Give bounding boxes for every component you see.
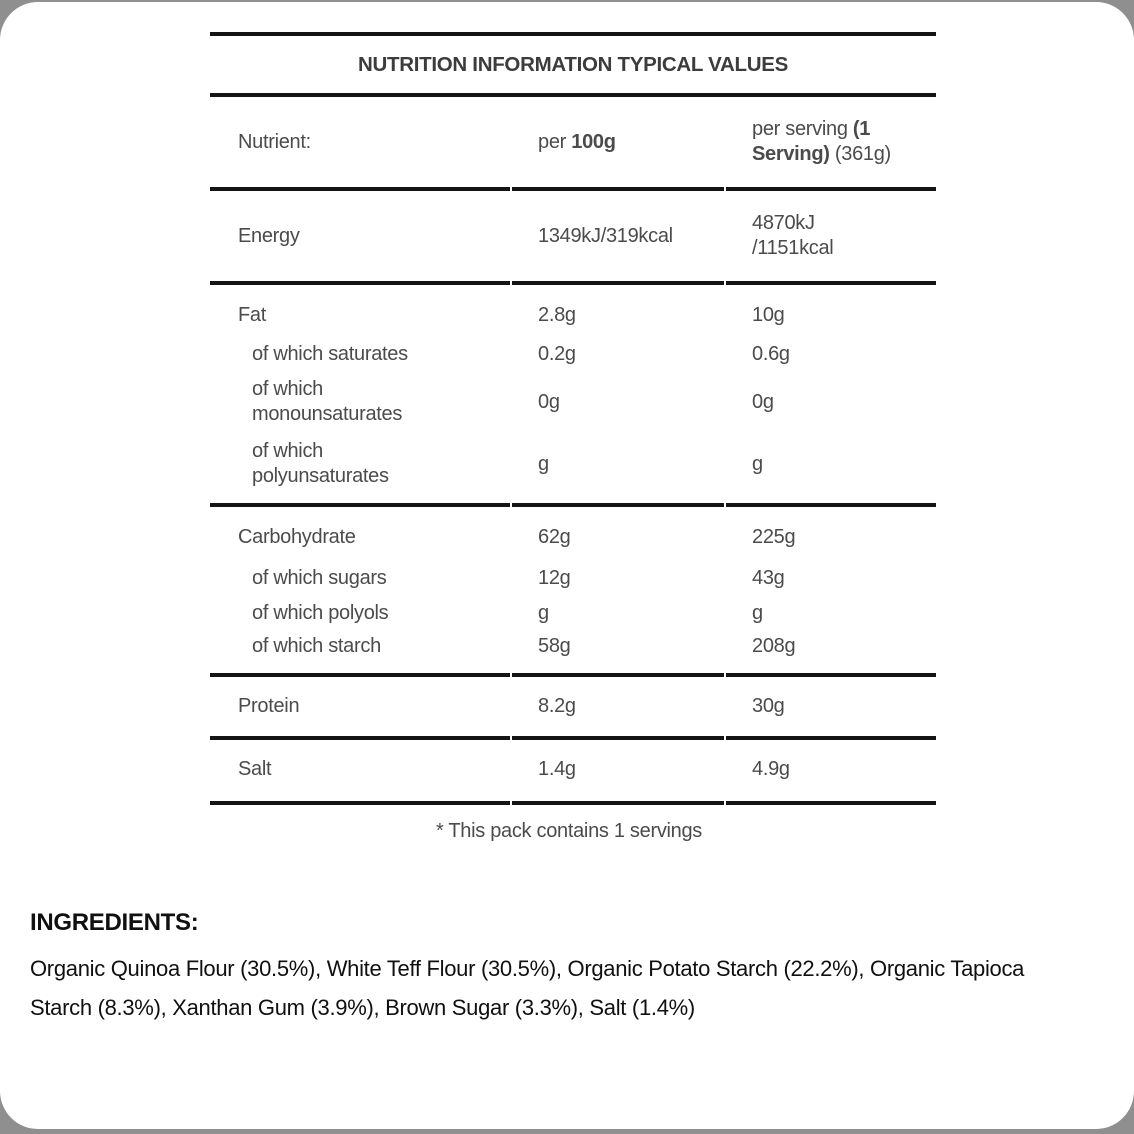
per-serving-value: 208g [726,630,936,677]
nutrient-label: Energy [210,191,510,285]
per-100g-value: 62g [538,526,571,548]
ingredients-section: INGREDIENTS: Organic Quinoa Flour (30.5%… [30,909,1104,1027]
per-100g-value: 8.2g [512,677,724,740]
ingredients-heading: INGREDIENTS: [30,909,199,936]
per-serving-value: 225g [752,526,796,548]
per-serving-value: 43g [752,567,785,589]
table-row-salt: Salt 1.4g 4.9g [210,740,936,805]
nutrient-label: Protein [210,677,510,740]
table-row-saturates: of which saturates 0.2g 0.6g [210,336,936,373]
table-row-fat: Fat 2.8g 10g [210,285,936,336]
per-serving-value: 30g [726,677,936,740]
table-row-polyunsaturates: of which polyunsaturates g g [210,433,936,507]
table-row-starch: of which starch 58g 208g [210,630,936,677]
per-100g-value: 1.4g [512,740,724,805]
per-100g-value: 0.2g [538,343,576,365]
servings-footnote: * This pack contains 1 servings [435,820,703,842]
ingredients-text: Organic Quinoa Flour (30.5%), White Teff… [30,956,1025,1020]
per-100g-value: g [512,433,724,507]
table-title-row: NUTRITION INFORMATION TYPICAL VALUES [210,32,936,97]
nutrient-label: of which monounsaturates [252,378,403,425]
nutrient-label: Carbohydrate [238,526,356,548]
per-serving-value: 0g [752,390,774,413]
per-100g-value: 12g [538,567,571,589]
per-serving-bold: (1 Serving) [752,118,871,165]
nutrient-label: of which polyols [252,602,389,624]
nutrient-label: of which sugars [252,567,387,589]
per-100g-bold: 100g [571,130,616,153]
per-100g-prefix: per [538,130,572,153]
table-title: NUTRITION INFORMATION TYPICAL VALUES [210,32,936,97]
per-serving-value: 4.9g [726,740,936,805]
per-100g-value: g [538,602,549,624]
table-row-carbohydrate: Carbohydrate 62g 225g [210,507,936,560]
per-100g-value: 1349kJ/319kcal [512,191,724,285]
nutrition-table-wrap: NUTRITION INFORMATION TYPICAL VALUES Nut… [208,32,936,843]
nutrient-label: of which saturates [252,343,408,365]
per-serving-prefix: per serving [752,118,853,140]
header-nutrient: Nutrient: [210,97,510,191]
per-100g-value: 0g [538,390,560,413]
per-100g-value: 2.8g [538,304,576,326]
per-serving-value: 10g [752,304,785,326]
per-serving-value: 0.6g [752,343,790,365]
table-row-sugars: of which sugars 12g 43g [210,560,936,597]
header-per-serving: per serving (1 Serving) (361g) [726,97,936,191]
table-row-energy: Energy 1349kJ/319kcal 4870kJ /1151kcal [210,191,936,285]
nutrient-label: Fat [238,304,266,326]
per-serving-value: g [752,602,763,624]
nutrient-label: Salt [210,740,510,805]
per-100g-value: 58g [512,630,724,677]
nutrition-table: NUTRITION INFORMATION TYPICAL VALUES Nut… [208,32,938,805]
table-row-protein: Protein 8.2g 30g [210,677,936,740]
table-row-monounsaturates: of which monounsaturates 0g 0g [210,373,936,433]
header-per-100g: per 100g [512,97,724,191]
table-row-polyols: of which polyols g g [210,597,936,630]
per-serving-value: g [726,433,936,507]
per-serving-suffix: (361g) [829,143,891,165]
per-serving-value: 4870kJ /1151kcal [726,191,936,285]
nutrient-label: of which starch [210,630,510,677]
nutrient-label: of which polyunsaturates [210,433,510,507]
table-header-row: Nutrient: per 100g per serving (1 Servin… [210,97,936,191]
